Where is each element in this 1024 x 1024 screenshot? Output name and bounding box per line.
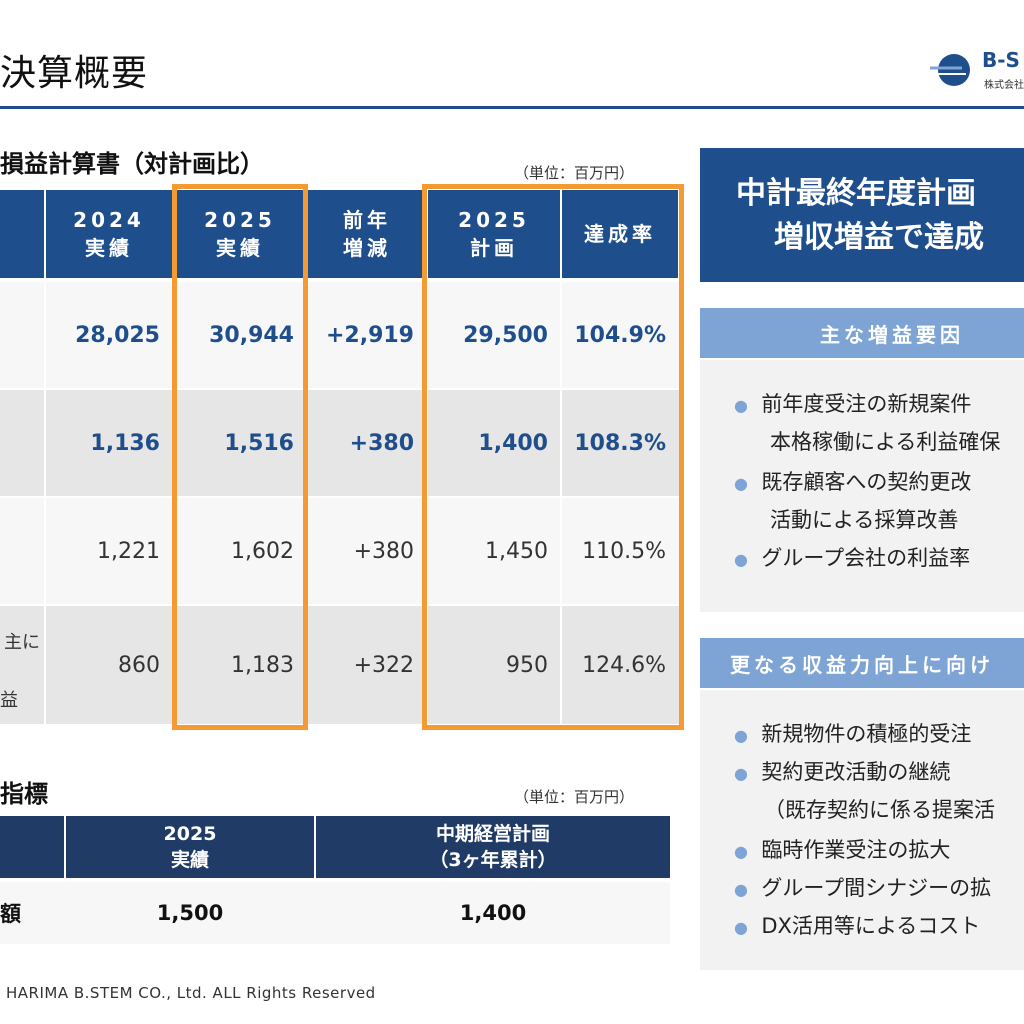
pl-cell: +380 [349, 430, 414, 456]
improvement-box: ● 新規物件の積極的受注 ● 契約更改活動の継続 （既存契約に係る提案活 ● 臨… [700, 690, 1024, 970]
pl-header-label-cell [0, 190, 44, 278]
bullet-icon: ● [734, 764, 748, 783]
pl-cell: +380 [353, 538, 414, 564]
list-item: ● 新規物件の積極的受注 [734, 722, 972, 746]
improvement-heading: 更なる収益力向上に向け [700, 638, 1024, 688]
kpi-section-title: 指標 [0, 780, 48, 808]
pl-col-separator [560, 282, 562, 724]
pl-cell: 110.5% [582, 538, 666, 564]
pl-cell: 1,602 [231, 538, 294, 564]
list-item: ● グループ間シナジーの拡 [734, 876, 992, 900]
profit-factors-heading: 主な増益要因 [700, 308, 1024, 358]
kpi-cell: 1,500 [156, 901, 224, 925]
bullet-icon: ● [734, 880, 748, 899]
pl-row-4-bg [0, 606, 680, 724]
kpi-col-2025-actual: 2025 実績 [66, 816, 314, 878]
list-item: ● 既存顧客への契約更改 [734, 470, 972, 494]
list-item: ● 前年度受注の新規案件 [734, 392, 972, 416]
pl-section-title: 損益計算書（対計画比） [0, 150, 264, 178]
copyright-footer: HARIMA B.STEM CO., Ltd. ALL Rights Reser… [6, 984, 376, 1002]
kpi-header-label-cell [0, 816, 64, 878]
pl-cell: 1,450 [485, 538, 548, 564]
bullet-icon: ● [734, 396, 748, 415]
pl-cell: 1,221 [97, 538, 160, 564]
logo-text: B-S [982, 48, 1020, 72]
pl-row-4-label-fragment: 益 [0, 690, 18, 711]
bullet-icon: ● [734, 842, 748, 861]
list-item: （既存契約に係る提案活 [764, 798, 995, 822]
kpi-row-bg [0, 882, 670, 944]
list-item: ● 臨時作業受注の拡大 [734, 838, 951, 862]
highlight-frame-plan-vs-actual [422, 184, 684, 730]
pl-cell: 124.6% [582, 652, 666, 678]
kpi-row-label: 額 [0, 902, 21, 926]
kpi-cell: 1,400 [459, 901, 527, 925]
bullet-icon: ● [734, 474, 748, 493]
panel-headline: 中計最終年度計画 増収増益で達成 [700, 148, 1024, 282]
kpi-col-midterm-plan: 中期経営計画 （3ヶ年累計） [316, 816, 670, 878]
list-item: ● 契約更改活動の継続 [734, 760, 951, 784]
pl-cell: 1,183 [231, 652, 294, 678]
pl-col-2024-actual: 2024 実績 [46, 190, 172, 278]
pl-col-achievement-rate: 達成率 [562, 190, 678, 278]
highlight-frame-2025-actual [172, 184, 308, 730]
pl-unit-label: （単位：百万円） [514, 164, 635, 182]
pl-cell: 1,400 [478, 430, 548, 456]
pl-cell: 860 [118, 652, 160, 678]
company-logo-icon [930, 54, 970, 86]
pl-cell: 1,516 [224, 430, 294, 456]
list-item: 活動による採算改善 [770, 508, 959, 532]
bullet-icon: ● [734, 918, 748, 937]
pl-cell: 108.3% [574, 430, 666, 456]
pl-row-4-label-fragment: 主に [4, 632, 40, 653]
pl-cell: 1,136 [90, 430, 160, 456]
bullet-icon: ● [734, 550, 748, 569]
logo-subtext: 株式会社 [984, 80, 1024, 91]
list-item: ● DX活用等によるコスト [734, 914, 981, 938]
pl-row-1-bg [0, 282, 680, 388]
pl-col-yoy-change: 前年 増減 [308, 190, 426, 278]
pl-col-separator [426, 282, 428, 724]
pl-cell: +2,919 [325, 322, 414, 348]
pl-cell: 30,944 [209, 322, 294, 348]
profit-factors-box: ● 前年度受注の新規案件 本格稼働による利益確保 ● 既存顧客への契約更改 活動… [700, 360, 1024, 612]
pl-col-2025-plan: 2025 計画 [428, 190, 560, 278]
kpi-unit-label: （単位：百万円） [514, 788, 635, 806]
bullet-icon: ● [734, 726, 748, 745]
pl-row-2-bg [0, 390, 680, 496]
pl-cell: 104.9% [574, 322, 666, 348]
pl-col-separator [44, 282, 46, 724]
pl-row-3-bg [0, 498, 680, 604]
header-divider [0, 106, 1024, 109]
pl-cell: 29,500 [463, 322, 548, 348]
pl-cell: +322 [353, 652, 414, 678]
page-title: 決算概要 [0, 53, 149, 94]
pl-cell: 28,025 [75, 322, 160, 348]
pl-cell: 950 [506, 652, 548, 678]
list-item: ● グループ会社の利益率 [734, 546, 971, 570]
list-item: 本格稼働による利益確保 [770, 430, 1001, 454]
pl-col-2025-actual: 2025 実績 [174, 190, 306, 278]
